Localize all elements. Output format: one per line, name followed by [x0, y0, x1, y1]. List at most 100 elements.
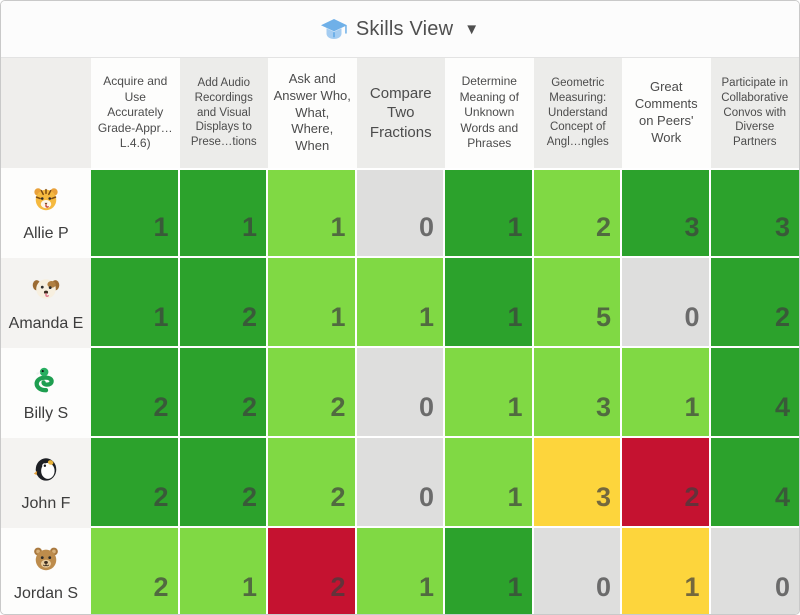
student-name: Billy S: [23, 405, 69, 422]
skills-view-dropdown[interactable]: Skills View ▼: [320, 18, 480, 41]
score-value: 2: [330, 392, 346, 422]
score-cell[interactable]: 2: [91, 528, 180, 614]
column-header[interactable]: Compare Two Fractions: [356, 58, 445, 168]
score-value: 1: [418, 572, 434, 602]
score-value: 2: [241, 302, 257, 332]
score-cell[interactable]: 0: [356, 168, 445, 258]
column-header[interactable]: Participate in Collaborative Convos with…: [710, 58, 799, 168]
score-value: 1: [241, 572, 257, 602]
score-cell[interactable]: 2: [179, 348, 268, 438]
score-cell[interactable]: 1: [445, 438, 534, 528]
score-value: 3: [595, 482, 611, 512]
column-header[interactable]: Great Comments on Peers' Work: [622, 58, 711, 168]
score-value: 1: [507, 212, 523, 242]
score-cell[interactable]: 1: [179, 168, 268, 258]
score-value: 2: [595, 212, 611, 242]
score-cell[interactable]: 2: [268, 528, 357, 614]
score-value: 3: [684, 212, 700, 242]
score-cell[interactable]: 1: [179, 528, 268, 614]
score-cell[interactable]: 2: [179, 438, 268, 528]
score-value: 1: [507, 572, 523, 602]
score-cell[interactable]: 3: [710, 168, 799, 258]
student-row-header[interactable]: Allie P: [1, 168, 91, 258]
score-value: 1: [330, 302, 346, 332]
score-cell[interactable]: 1: [268, 258, 357, 348]
score-cell[interactable]: 0: [622, 258, 711, 348]
score-value: 2: [330, 482, 346, 512]
score-cell[interactable]: 1: [445, 258, 534, 348]
score-cell[interactable]: 3: [533, 348, 622, 438]
bear-avatar-icon: [32, 545, 60, 578]
column-header-label: Ask and Answer Who, What, Where, When: [273, 70, 351, 154]
score-value: 2: [774, 302, 790, 332]
score-value: 1: [153, 212, 169, 242]
student-name: Amanda E: [8, 315, 84, 332]
dog-avatar-icon: [32, 275, 60, 308]
graduation-cap-icon: [320, 18, 347, 40]
score-value: 2: [153, 482, 169, 512]
column-header-label: Determine Meaning of Unknown Words and P…: [459, 74, 519, 151]
column-header-label: Participate in Collaborative Convos with…: [721, 76, 789, 149]
score-cell[interactable]: 3: [533, 438, 622, 528]
score-cell[interactable]: 5: [533, 258, 622, 348]
column-header[interactable]: Determine Meaning of Unknown Words and P…: [445, 58, 534, 168]
score-value: 3: [595, 392, 611, 422]
score-cell[interactable]: 4: [710, 438, 799, 528]
score-cell[interactable]: 1: [268, 168, 357, 258]
column-header-label: Add Audio Recordings and Visual Displays…: [190, 76, 257, 149]
score-value: 1: [684, 392, 700, 422]
student-row-header[interactable]: Amanda E: [1, 258, 91, 348]
skills-grid: Acquire and Use Accurately Grade-Appr…L.…: [1, 58, 799, 614]
top-bar: Skills View ▼: [1, 1, 799, 58]
score-cell[interactable]: 1: [445, 528, 534, 614]
score-cell[interactable]: 1: [91, 258, 180, 348]
student-row-header[interactable]: John F: [1, 438, 91, 528]
score-value: 2: [684, 482, 700, 512]
score-value: 1: [241, 212, 257, 242]
score-value: 1: [153, 302, 169, 332]
score-cell[interactable]: 0: [356, 438, 445, 528]
score-cell[interactable]: 1: [622, 348, 711, 438]
column-header[interactable]: Ask and Answer Who, What, Where, When: [268, 58, 357, 168]
score-cell[interactable]: 1: [445, 348, 534, 438]
score-value: 1: [507, 482, 523, 512]
corner-cell: [1, 58, 91, 168]
score-value: 0: [595, 572, 611, 602]
score-cell[interactable]: 2: [268, 438, 357, 528]
score-value: 0: [418, 482, 434, 512]
score-value: 1: [684, 572, 700, 602]
student-row-header[interactable]: Jordan S: [1, 528, 91, 614]
chevron-down-icon: ▼: [464, 20, 480, 38]
score-value: 0: [774, 572, 790, 602]
score-cell[interactable]: 2: [622, 438, 711, 528]
score-cell[interactable]: 4: [710, 348, 799, 438]
score-cell[interactable]: 1: [622, 528, 711, 614]
column-header-label: Acquire and Use Accurately Grade-Appr…L.…: [97, 74, 173, 151]
score-cell[interactable]: 0: [710, 528, 799, 614]
score-cell[interactable]: 2: [710, 258, 799, 348]
score-cell[interactable]: 2: [533, 168, 622, 258]
score-cell[interactable]: 1: [445, 168, 534, 258]
score-cell[interactable]: 2: [268, 348, 357, 438]
student-row-header[interactable]: Billy S: [1, 348, 91, 438]
column-header[interactable]: Acquire and Use Accurately Grade-Appr…L.…: [91, 58, 180, 168]
score-cell[interactable]: 3: [622, 168, 711, 258]
score-value: 1: [507, 302, 523, 332]
score-value: 2: [153, 572, 169, 602]
score-cell[interactable]: 0: [356, 348, 445, 438]
score-value: 5: [595, 302, 611, 332]
score-cell[interactable]: 2: [91, 348, 180, 438]
score-cell[interactable]: 1: [91, 168, 180, 258]
score-value: 0: [418, 212, 434, 242]
score-cell[interactable]: 1: [356, 528, 445, 614]
penguin-avatar-icon: [32, 455, 60, 488]
column-header[interactable]: Geometric Measuring: Understand Concept …: [533, 58, 622, 168]
column-header[interactable]: Add Audio Recordings and Visual Displays…: [179, 58, 268, 168]
score-cell[interactable]: 0: [533, 528, 622, 614]
score-cell[interactable]: 2: [179, 258, 268, 348]
score-cell[interactable]: 1: [356, 258, 445, 348]
column-header-label: Geometric Measuring: Understand Concept …: [546, 76, 609, 149]
score-cell[interactable]: 2: [91, 438, 180, 528]
student-name: Jordan S: [13, 585, 79, 602]
